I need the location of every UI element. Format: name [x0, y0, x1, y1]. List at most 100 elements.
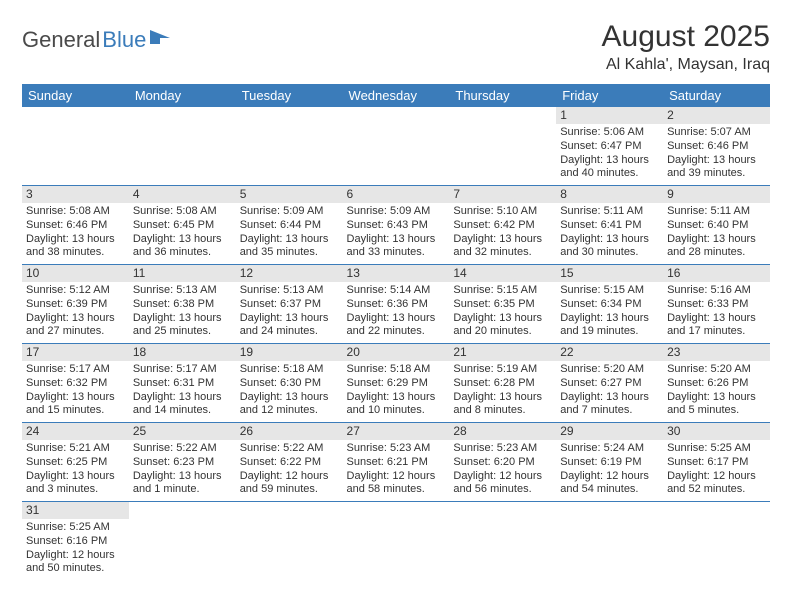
- daylight-line: and 17 minutes.: [667, 325, 766, 339]
- title-block: August 2025 Al Kahla', Maysan, Iraq: [602, 20, 770, 74]
- calendar-empty: [129, 502, 236, 581]
- sunset-line: Sunset: 6:35 PM: [453, 298, 552, 312]
- day-number: 25: [129, 423, 236, 440]
- sunrise-line: Sunrise: 5:25 AM: [26, 521, 125, 535]
- daylight-line: Daylight: 13 hours: [347, 391, 446, 405]
- calendar-empty: [556, 502, 663, 581]
- sunset-line: Sunset: 6:16 PM: [26, 535, 125, 549]
- daylight-line: Daylight: 13 hours: [26, 470, 125, 484]
- sunrise-line: Sunrise: 5:15 AM: [560, 284, 659, 298]
- calendar-week: 1Sunrise: 5:06 AMSunset: 6:47 PMDaylight…: [22, 107, 770, 186]
- day-number: 10: [22, 265, 129, 282]
- daylight-line: Daylight: 13 hours: [667, 391, 766, 405]
- daylight-line: Daylight: 13 hours: [560, 154, 659, 168]
- daylight-line: and 59 minutes.: [240, 483, 339, 497]
- sunset-line: Sunset: 6:42 PM: [453, 219, 552, 233]
- brand-logo: GeneralBlue: [22, 26, 172, 54]
- day-number: 7: [449, 186, 556, 203]
- daylight-line: Daylight: 13 hours: [667, 312, 766, 326]
- daylight-line: and 28 minutes.: [667, 246, 766, 260]
- calendar-day: 27Sunrise: 5:23 AMSunset: 6:21 PMDayligh…: [343, 423, 450, 502]
- daylight-line: Daylight: 12 hours: [667, 470, 766, 484]
- sunrise-line: Sunrise: 5:21 AM: [26, 442, 125, 456]
- day-number: 13: [343, 265, 450, 282]
- calendar-week: 17 Sunrise: 5:17 AMSunset: 6:32 PM Dayligh…: [22, 344, 770, 423]
- calendar-day: 16Sunrise: 5:16 AMSunset: 6:33 PMDayligh…: [663, 265, 770, 344]
- sunrise-line: Sunrise: 5:13 AM: [240, 284, 339, 298]
- sunrise-line: Sunrise: 5:09 AM: [347, 205, 446, 219]
- weekday-header: Monday: [129, 84, 236, 107]
- calendar-empty: [22, 107, 129, 186]
- month-title: August 2025: [602, 20, 770, 54]
- sunrise-line: Sunrise: 5:09 AM: [240, 205, 339, 219]
- calendar-week: 24Sunrise: 5:21 AMSunset: 6:25 PMDayligh…: [22, 423, 770, 502]
- daylight-line: and 40 minutes.: [560, 167, 659, 181]
- sunset-line: Sunset: 6:32 PM: [26, 377, 125, 391]
- daylight-line: Daylight: 13 hours: [667, 233, 766, 247]
- calendar-day: 17Sunrise: 5:17 AMSunset: 6:32 PMDayligh…: [22, 344, 129, 423]
- daylight-line: and 12 minutes.: [240, 404, 339, 418]
- daylight-line: and 54 minutes.: [560, 483, 659, 497]
- daylight-line: Daylight: 13 hours: [133, 470, 232, 484]
- sunset-line: Sunset: 6:27 PM: [560, 377, 659, 391]
- daylight-line: Daylight: 13 hours: [667, 154, 766, 168]
- daylight-line: and 15 minutes.: [26, 404, 125, 418]
- daylight-line: and 35 minutes.: [240, 246, 339, 260]
- sunset-line: Sunset: 6:41 PM: [560, 219, 659, 233]
- calendar-day: 18Sunrise: 5:17 AMSunset: 6:31 PMDayligh…: [129, 344, 236, 423]
- calendar-day: 2Sunrise: 5:07 AMSunset: 6:46 PMDaylight…: [663, 107, 770, 186]
- daylight-line: and 27 minutes.: [26, 325, 125, 339]
- sunrise-line: Sunrise: 5:10 AM: [453, 205, 552, 219]
- daylight-line: and 3 minutes.: [26, 483, 125, 497]
- daylight-line: and 25 minutes.: [133, 325, 232, 339]
- brand-word2: Blue: [102, 27, 146, 53]
- sunrise-line: Sunrise: 5:20 AM: [560, 363, 659, 377]
- sunset-line: Sunset: 6:44 PM: [240, 219, 339, 233]
- sunrise-line: Sunrise: 5:22 AM: [133, 442, 232, 456]
- calendar-day: 6Sunrise: 5:09 AMSunset: 6:43 PMDaylight…: [343, 186, 450, 265]
- day-number: 18: [129, 344, 236, 361]
- daylight-line: Daylight: 13 hours: [453, 233, 552, 247]
- calendar-day: 31Sunrise: 5:25 AMSunset: 6:16 PMDayligh…: [22, 502, 129, 581]
- sunset-line: Sunset: 6:23 PM: [133, 456, 232, 470]
- day-number: 5: [236, 186, 343, 203]
- sunrise-line: Sunrise: 5:07 AM: [667, 126, 766, 140]
- calendar-day: 10Sunrise: 5:12 AMSunset: 6:39 PMDayligh…: [22, 265, 129, 344]
- daylight-line: and 10 minutes.: [347, 404, 446, 418]
- calendar-day: 21Sunrise: 5:19 AMSunset: 6:28 PMDayligh…: [449, 344, 556, 423]
- weekday-header: Friday: [556, 84, 663, 107]
- day-number: 30: [663, 423, 770, 440]
- day-number: 17: [22, 344, 129, 361]
- day-number: 14: [449, 265, 556, 282]
- day-number: 2: [663, 107, 770, 124]
- calendar-day: 7 Sunrise: 5:10 AMSunset: 6:42 PMDaylight…: [449, 186, 556, 265]
- calendar-empty: [129, 107, 236, 186]
- weekday-header: Thursday: [449, 84, 556, 107]
- daylight-line: Daylight: 13 hours: [133, 312, 232, 326]
- calendar-head: SundayMondayTuesdayWednesdayThursdayFrid…: [22, 84, 770, 107]
- sunset-line: Sunset: 6:37 PM: [240, 298, 339, 312]
- daylight-line: Daylight: 13 hours: [240, 312, 339, 326]
- sunrise-line: Sunrise: 5:18 AM: [240, 363, 339, 377]
- sunrise-line: Sunrise: 5:22 AM: [240, 442, 339, 456]
- header: GeneralBlue August 2025 Al Kahla', Maysa…: [22, 20, 770, 74]
- day-number: 6: [343, 186, 450, 203]
- sunrise-line: Sunrise: 5:18 AM: [347, 363, 446, 377]
- sunrise-line: Sunrise: 5:12 AM: [26, 284, 125, 298]
- calendar-day: 26Sunrise: 5:22 AMSunset: 6:22 PMDayligh…: [236, 423, 343, 502]
- sunset-line: Sunset: 6:46 PM: [26, 219, 125, 233]
- daylight-line: and 52 minutes.: [667, 483, 766, 497]
- weekday-header: Tuesday: [236, 84, 343, 107]
- sunset-line: Sunset: 6:19 PM: [560, 456, 659, 470]
- sunrise-line: Sunrise: 5:15 AM: [453, 284, 552, 298]
- sunrise-line: Sunrise: 5:17 AM: [26, 363, 125, 377]
- daylight-line: and 39 minutes.: [667, 167, 766, 181]
- calendar-empty: [236, 502, 343, 581]
- daylight-line: Daylight: 13 hours: [240, 391, 339, 405]
- daylight-line: and 14 minutes.: [133, 404, 232, 418]
- sunset-line: Sunset: 6:43 PM: [347, 219, 446, 233]
- calendar-day: 28Sunrise: 5:23 AMSunset: 6:20 PMDayligh…: [449, 423, 556, 502]
- day-number: 27: [343, 423, 450, 440]
- daylight-line: Daylight: 13 hours: [133, 233, 232, 247]
- calendar-day: 5Sunrise: 5:09 AMSunset: 6:44 PMDaylight…: [236, 186, 343, 265]
